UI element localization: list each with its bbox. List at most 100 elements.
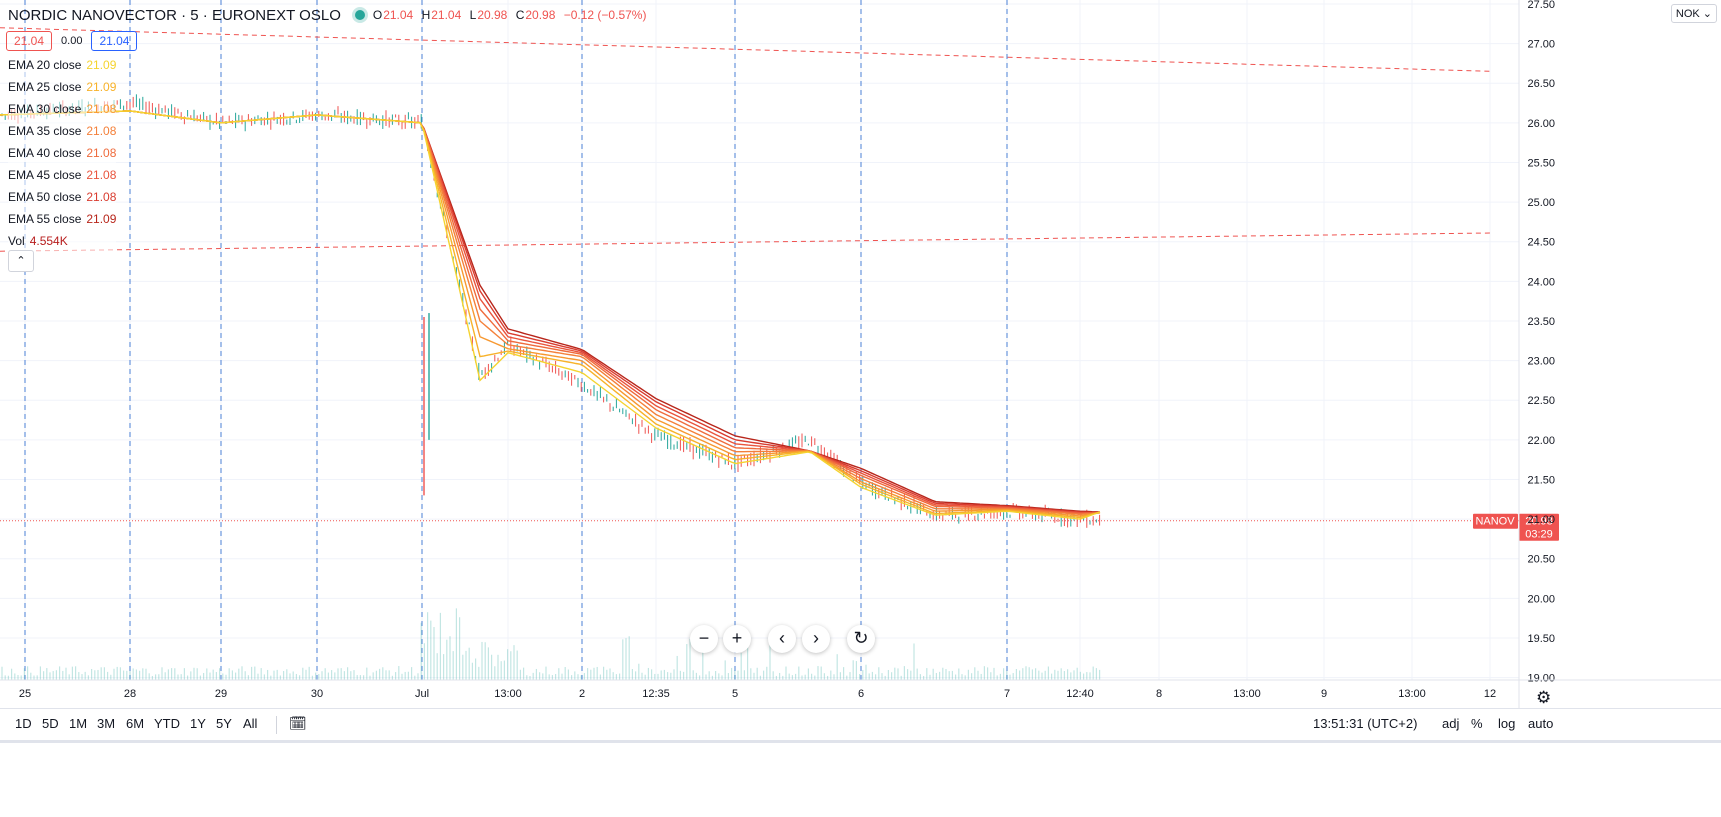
range-button-ytd[interactable]: YTD [154,716,180,731]
price-tick-label: 24.00 [1527,276,1555,288]
price-axis[interactable]: 19.00 19.50 20.00 20.50 21.00 21.50 22.00 22.50… [1518,0,1555,708]
legend-row[interactable]: EMA 45 close 21.08 [8,164,117,186]
legend-value: 4.554K [29,234,68,248]
range-button-5y[interactable]: 5Y [216,716,232,731]
time-axis[interactable]: 25 28 29 30 Jul 13:00 2 12:35 5 6 7 12:40 8 13:00 9 13:… [0,679,1721,700]
legend-row[interactable]: EMA 40 close 21.08 [8,142,117,164]
range-button-6m[interactable]: 6M [126,716,145,731]
zoom-in-button[interactable]: + [723,625,751,653]
volume-bar [625,638,627,680]
volume-bar [404,671,406,680]
currency-select[interactable]: NOK ⌄ [1670,4,1717,23]
volume-bar [1067,669,1069,680]
volume-bar [606,669,608,680]
legend-row[interactable]: EMA 20 close 21.09 [8,54,117,76]
range-button-1d[interactable]: 1D [15,716,32,731]
clock[interactable]: 13:51:31 (UTC+2) [1313,716,1418,731]
volume-bar [932,668,934,680]
volume-bar [535,668,537,680]
volume-bar [660,670,662,680]
volume-bar [871,671,873,680]
scale-option-auto[interactable]: auto [1528,716,1554,731]
legend-row[interactable]: EMA 25 close 21.09 [8,76,117,98]
scale-option-percent[interactable]: % [1471,716,1483,731]
symbol-name[interactable]: NORDIC NANOVECTOR [8,6,177,24]
range-button-3m[interactable]: 3M [97,716,116,731]
volume-bar [65,667,67,680]
legend-value: 21.08 [86,124,117,138]
volume-bar [139,670,141,680]
reset-chart-button[interactable]: ↻ [847,625,875,653]
volume-bar [807,668,809,680]
header-separator: · [181,6,187,24]
volume-bar [129,670,131,680]
gear-icon[interactable]: ⚙ [1536,688,1552,707]
volume-bar [103,667,105,680]
volume-bar [983,666,985,680]
volume-bar [689,638,691,680]
change-value: −0.12 (−0.57%) [563,8,647,22]
price-tick-label: 21.50 [1527,474,1555,486]
volume-bar [334,672,336,680]
volume-bar [583,673,585,680]
ema-line [0,110,1101,517]
symbol-header: NORDIC NANOVECTOR · 5 · EURONEXT OSLO O2… [8,4,651,26]
range-button-1m[interactable]: 1M [69,716,88,731]
price-tick-label: 23.50 [1527,316,1555,328]
legend-label: EMA 25 close [8,80,82,94]
volume-bar [215,672,217,680]
buy-button[interactable]: 21.04 [91,31,138,51]
sell-button[interactable]: 21.04 [6,31,53,51]
time-tick-label: Jul [415,688,429,700]
volume-bar [529,675,531,680]
volume-bar [276,669,278,680]
volume-bar [759,675,761,680]
range-button-all[interactable]: All [243,716,258,731]
legend-row[interactable]: EMA 55 close 21.09 [8,208,117,230]
volume-bar [849,672,851,680]
scroll-right-button[interactable]: › [802,625,830,653]
volume-bar [308,666,310,680]
volume-bar [401,673,403,680]
volume-bar [846,675,848,680]
zoom-out-button[interactable]: − [690,625,718,653]
scroll-left-button[interactable]: ‹ [768,625,796,653]
price-tick-label: 19.00 [1527,673,1555,685]
legend-row[interactable]: EMA 35 close 21.08 [8,120,117,142]
legend-value: 21.08 [86,168,117,182]
calendar-goto-icon[interactable]: 🗓 [289,715,307,731]
chevron-up-icon[interactable]: ⌃ [8,250,34,272]
volume-bar [590,669,592,680]
time-tick-label: 13:00 [1398,688,1426,700]
volume-bar [510,651,512,680]
volume-bar [1028,667,1030,680]
interval[interactable]: 5 [190,6,199,24]
volume-bar [974,667,976,680]
volume-bar [564,667,566,680]
scale-option-adj[interactable]: adj [1442,716,1460,731]
volume-bar [238,668,240,680]
status-strip [0,740,1721,743]
volume-bar [270,675,272,680]
volume-bar [900,675,902,680]
legend-row[interactable]: EMA 50 close 21.08 [8,186,117,208]
legend-value: 21.08 [86,190,117,204]
legend-row[interactable]: EMA 30 close 21.08 [8,98,117,120]
volume-bar [1035,668,1037,680]
price-tick-label: 25.00 [1527,197,1555,209]
volume-bar [81,674,83,680]
range-button-1y[interactable]: 1Y [190,716,206,731]
volume-bar [1063,671,1065,680]
legend-row-volume[interactable]: Vol 4.554K [8,230,117,252]
time-tick-label: 6 [858,688,864,700]
volume-bar [340,668,342,680]
volume-bar [763,670,765,680]
range-button-5d[interactable]: 5D [42,716,59,731]
volume-bar [673,669,675,680]
volume-bar [1086,672,1088,680]
volume-bar [782,675,784,680]
volume-bar [433,627,435,680]
scale-option-log[interactable]: log [1498,716,1516,731]
volume-bar [532,672,534,680]
